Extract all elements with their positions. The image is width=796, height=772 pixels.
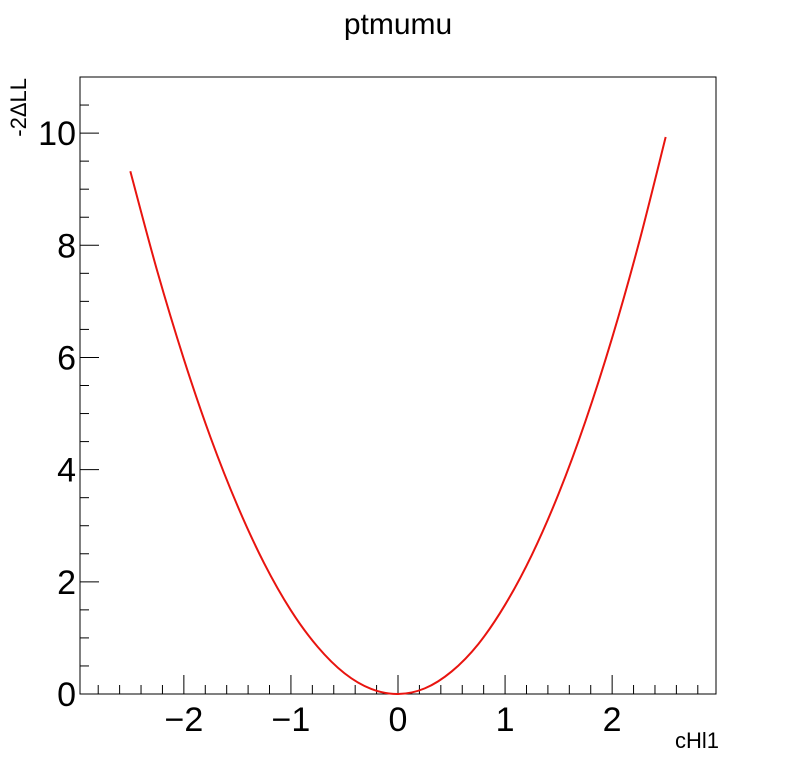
y-tick-label: 2 — [57, 564, 76, 602]
y-tick-label: 4 — [57, 452, 76, 490]
y-tick-label: 8 — [57, 227, 76, 265]
y-axis-label: -2ΔLL — [6, 78, 31, 137]
plot-frame — [79, 76, 717, 695]
series-line — [129, 136, 667, 696]
y-tick-label: 6 — [57, 339, 76, 377]
series-group — [129, 136, 667, 696]
chart-title: ptmumu — [344, 8, 452, 41]
x-tick-label: 2 — [603, 701, 622, 739]
x-tick-label: −2 — [164, 701, 203, 739]
y-tick-label: 0 — [57, 676, 76, 714]
x-axis-label: cHl1 — [675, 728, 719, 753]
y-tick-label: 10 — [38, 115, 76, 153]
axis-ticks — [80, 76, 699, 695]
x-tick-label: 0 — [389, 701, 408, 739]
x-tick-label: 1 — [496, 701, 515, 739]
axis-tick-labels: −2 −1 0 1 2 0 2 4 6 8 10 — [38, 115, 621, 739]
x-tick-label: −1 — [272, 701, 311, 739]
